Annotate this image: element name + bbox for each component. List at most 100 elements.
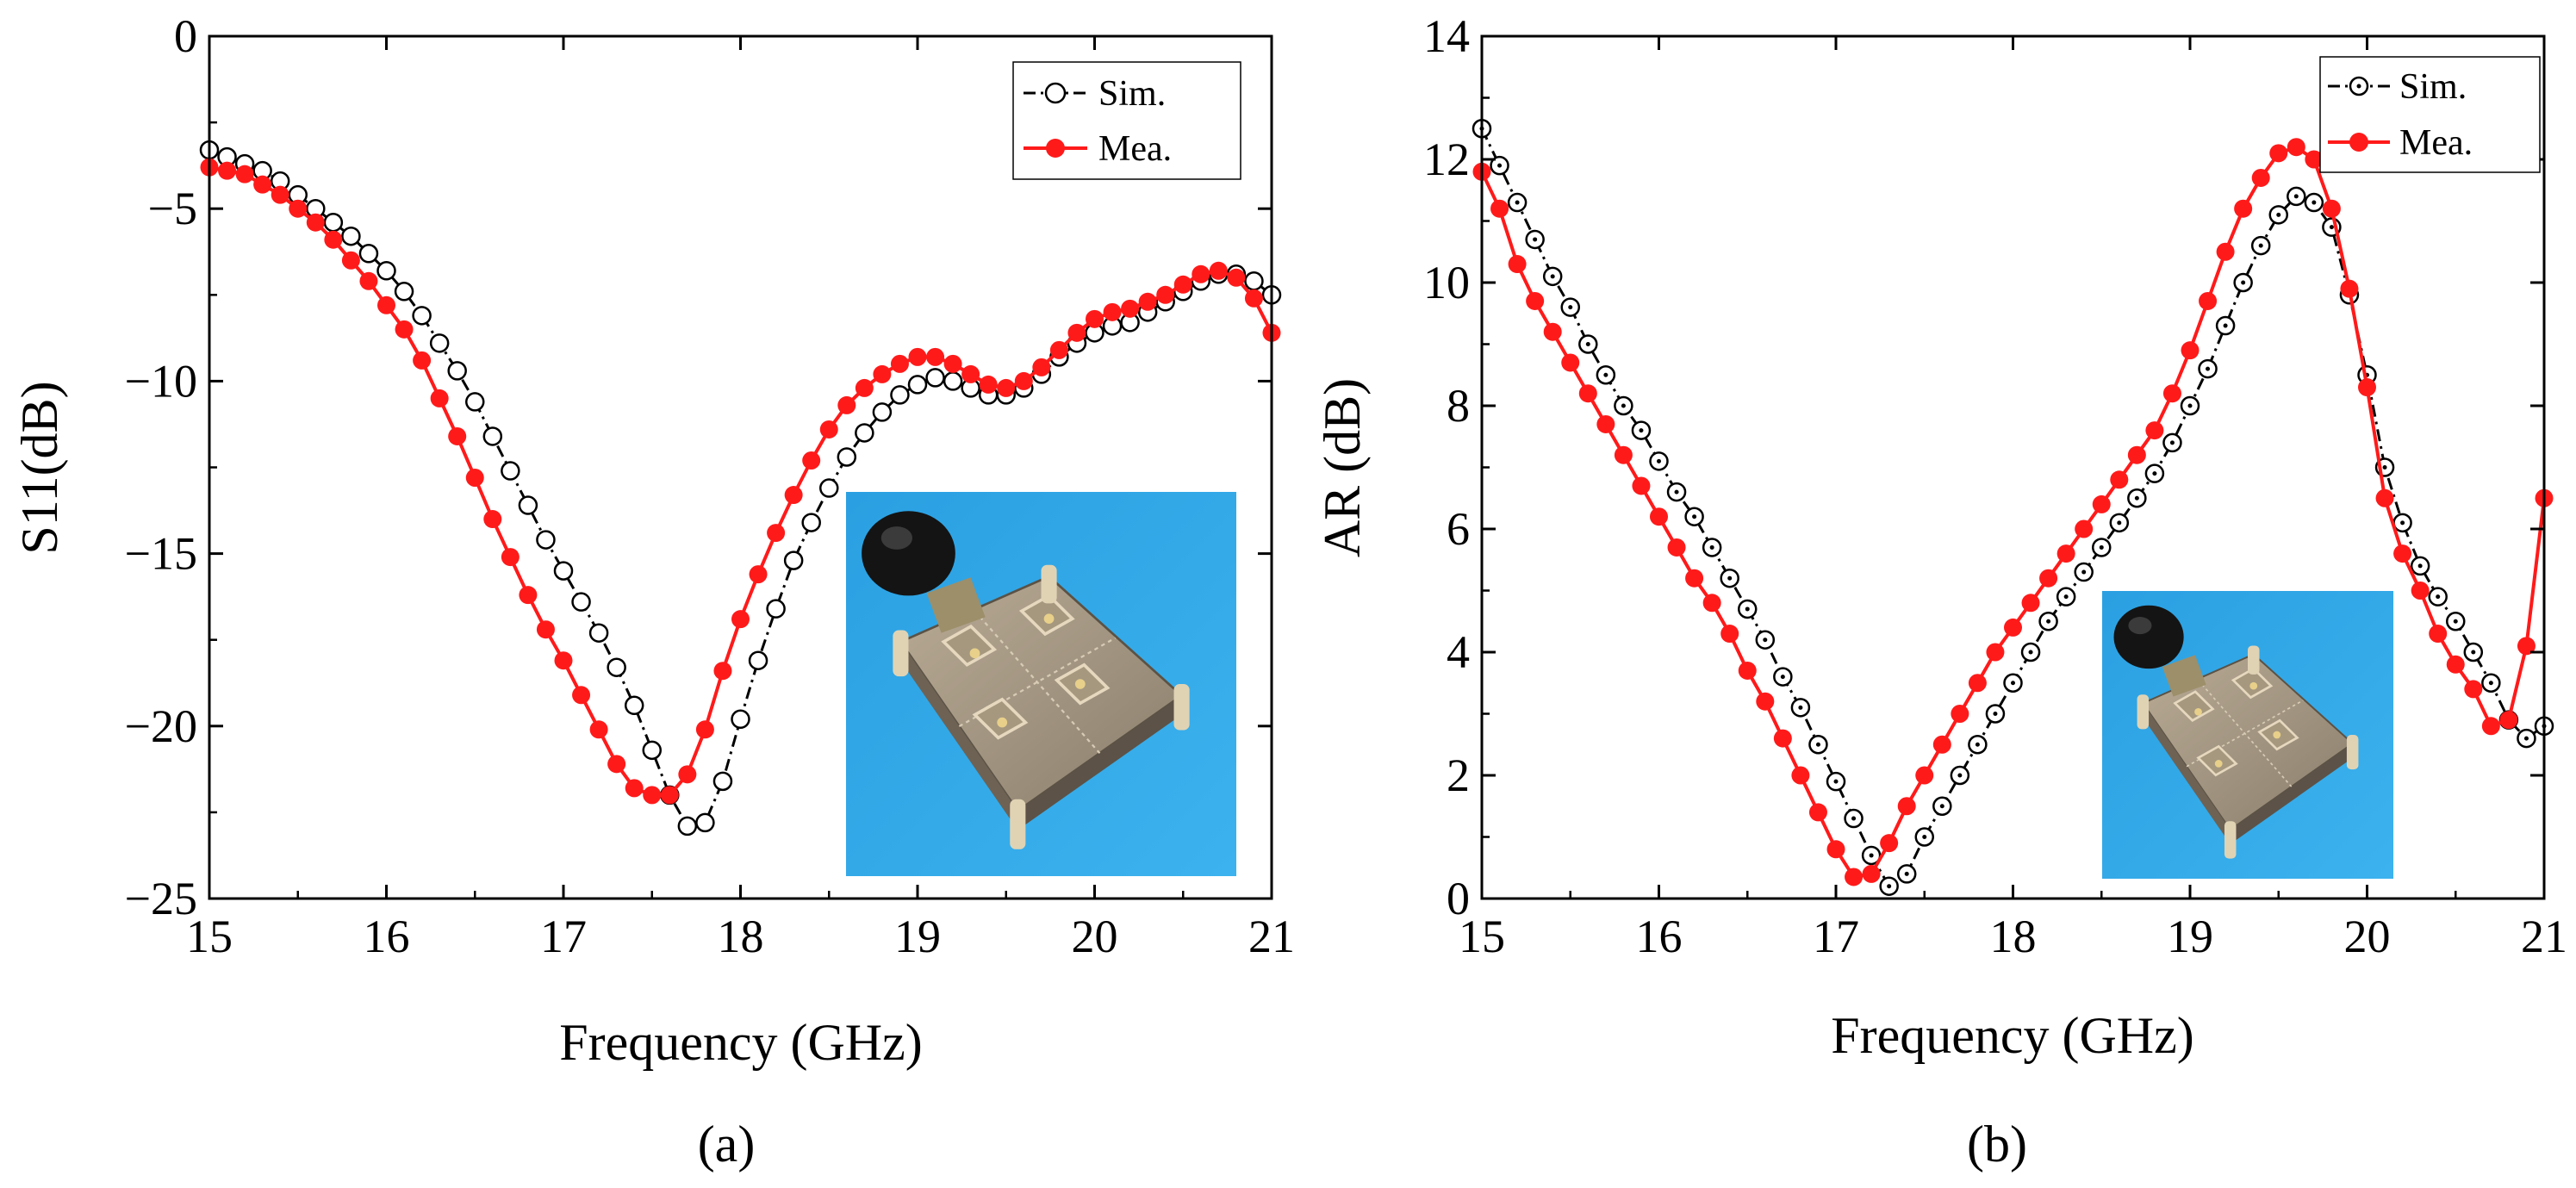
panel-b-sim-point-dot xyxy=(1939,804,1944,809)
panel-a-legend-sim-marker xyxy=(1044,82,1067,104)
panel-a-sim-point xyxy=(447,361,467,381)
panel-b-mea-point xyxy=(2216,242,2235,261)
panel-b-x-axis-label: Frequency (GHz) xyxy=(1831,1007,2194,1064)
panel-a-mea-point xyxy=(1156,285,1175,304)
panel-b-mea-point xyxy=(2269,144,2288,163)
panel-b-sim-point-dot xyxy=(2382,465,2387,470)
panel-a-mea-point xyxy=(643,786,662,805)
panel-b-sim-point-dot xyxy=(1515,200,1520,205)
panel-a-mea-point xyxy=(695,720,714,739)
panel-a-sim-point xyxy=(358,244,379,264)
panel-b-caption: (b) xyxy=(1967,1116,2027,1172)
panel-b-sim-point-dot xyxy=(2152,471,2157,476)
panel-b-sim-point-dot xyxy=(2081,569,2087,575)
panel-a-x-tick-label: 16 xyxy=(364,911,410,962)
panel-a-mea-point xyxy=(926,347,945,366)
panel-b-sim-point-dot xyxy=(1833,779,1839,784)
panel-a-mea-point xyxy=(501,548,520,567)
panel-b-sim-point-dot xyxy=(1763,638,1768,643)
panel-b-sim-point-dot xyxy=(2523,736,2529,741)
panel-b-sim-point-dot xyxy=(1922,835,1927,839)
panel-b-mea-point xyxy=(1543,322,1562,341)
panel-b-sim-point-dot xyxy=(1869,853,1874,858)
panel-b-sim-point-dot xyxy=(2488,681,2493,686)
panel-a-mea-point xyxy=(1049,340,1068,359)
panel-b-y-axis-label: AR (dB) xyxy=(1314,378,1371,557)
panel-a-sim-point xyxy=(642,740,662,761)
panel-a-sim-point xyxy=(819,478,839,498)
panel-b-mea-point xyxy=(1738,661,1757,680)
panel-b-sim-point-dot xyxy=(1780,675,1785,680)
panel-a-mea-point xyxy=(1173,275,1192,294)
panel-a-sim-point xyxy=(482,426,503,446)
panel-b-mea-point xyxy=(1968,674,1987,693)
panel-b-mea-point xyxy=(1650,507,1668,526)
panel-a-sim-point xyxy=(712,771,733,792)
panel-a-x-tick-label: 21 xyxy=(1248,911,1295,962)
panel-a-mea-point xyxy=(536,620,555,639)
panel-b-sim-point-dot xyxy=(1550,274,1555,279)
panel-a-mea-point xyxy=(607,755,626,774)
panel-a-y-axis-label: S11(dB) xyxy=(11,381,68,554)
panel-a-mea-point xyxy=(324,230,343,249)
panel-a-sim-point xyxy=(518,495,538,515)
panel-b-sim-point-dot xyxy=(2453,619,2458,624)
panel-b-x-tick-label: 21 xyxy=(2521,911,2567,962)
panel-b-mea-point xyxy=(1808,803,1827,822)
panel-b-mea-point xyxy=(1578,384,1597,403)
panel-b-sim-point-dot xyxy=(1692,514,1697,519)
panel-b-mea-point xyxy=(1561,353,1580,372)
panel-a-legend-mea-label: Mea. xyxy=(1098,129,1172,169)
panel-a-x-tick-label: 19 xyxy=(894,911,941,962)
panel-b-sim-point-dot xyxy=(1603,372,1608,377)
panel-b-sim-point-dot xyxy=(1975,742,1980,747)
panel-b-sim-point-dot xyxy=(2436,594,2441,600)
panel-a-sim-point xyxy=(607,657,626,677)
panel-b-mea-point xyxy=(2499,711,2518,730)
panel-b-mea-point xyxy=(1596,414,1615,433)
panel-b-mea-point xyxy=(1986,643,2005,662)
panel-b-x-tick-label: 19 xyxy=(2167,911,2213,962)
panel-b-mea-point xyxy=(1667,538,1686,557)
panel-b-sim-point-dot xyxy=(2099,544,2104,550)
panel-a-legend-box xyxy=(1012,61,1241,180)
panel-b-mea-point xyxy=(2021,594,2040,613)
panel-a-sim-point xyxy=(872,402,893,422)
panel-b-mea-point xyxy=(1826,840,1845,859)
panel-b-mea-point xyxy=(2358,378,2376,397)
panel-a-series xyxy=(199,140,1282,837)
panel-a-mea-point xyxy=(341,251,360,270)
panel-a-mea-point xyxy=(572,686,591,705)
panel-a-sim-point xyxy=(536,530,556,550)
panel-a-mea-point xyxy=(465,469,484,488)
panel-a-mea-point xyxy=(890,354,909,373)
panel-b-sim-point-dot xyxy=(2028,650,2033,655)
panel-b: 15 16 17 18 19 20 21 0 2 4 6 8 10 12 14 Sim. Mea. Freq… xyxy=(1314,10,2567,1172)
panel-a-sim-point xyxy=(801,513,821,532)
panel-b-x-tick-label: 16 xyxy=(1636,911,1683,962)
panel-a-mea-point xyxy=(1032,358,1051,376)
panel-a-mea-point xyxy=(1103,302,1122,321)
panel-a-mea-point xyxy=(253,175,272,194)
panel-b-sim-point-dot xyxy=(1639,428,1644,433)
panel-a-mea-point xyxy=(289,199,308,218)
panel-b-mea-point xyxy=(2039,569,2058,588)
panel-b-mea-point xyxy=(2127,445,2146,464)
panel-a-mea-point xyxy=(1121,299,1140,318)
panel-b-sim-point-dot xyxy=(1727,575,1733,581)
panel-a-mea-point xyxy=(802,451,821,470)
panel-a-sim-point xyxy=(907,375,928,395)
panel-b-mea-point xyxy=(2429,625,2448,644)
panel-b-sim-point-dot xyxy=(1568,305,1573,310)
panel-a-mea-point xyxy=(997,378,1016,397)
panel-b-mea-point xyxy=(1897,797,1916,816)
panel-a-sim-point xyxy=(323,212,344,233)
panel-b-legend-box xyxy=(2319,56,2541,173)
panel-b-x-tick-label: 18 xyxy=(1990,911,2037,962)
panel-a-sim-point xyxy=(837,447,857,467)
panel-a-mea-point xyxy=(1244,289,1263,308)
panel-b-mea-point xyxy=(2199,291,2218,310)
panel-a-sim-point xyxy=(783,550,804,570)
panel-b-mea-point xyxy=(2340,279,2359,298)
panel-b-sim-point-dot xyxy=(2241,280,2246,285)
